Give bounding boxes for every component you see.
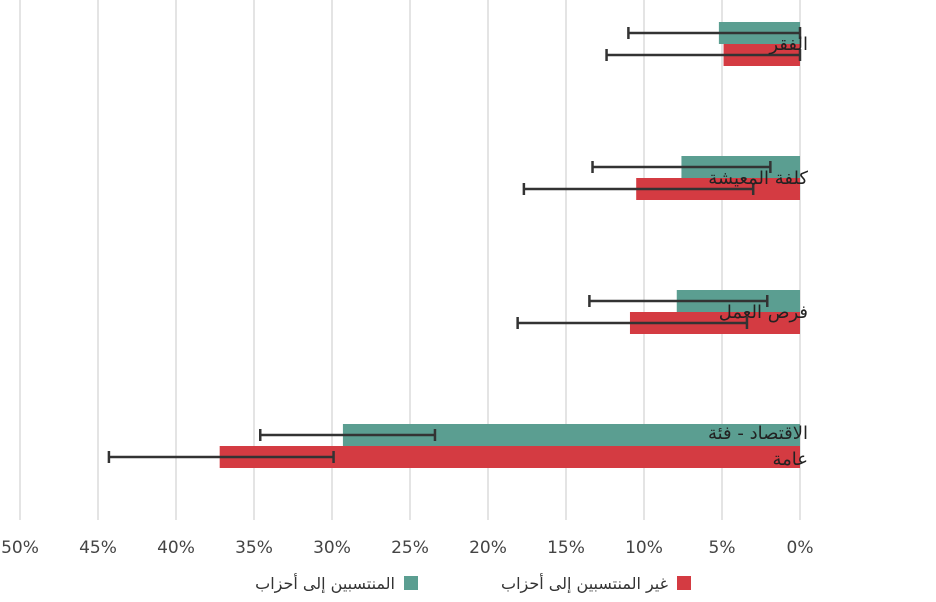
x-tick-label: 10%	[625, 538, 663, 558]
error-bar	[516, 317, 749, 329]
gridlines	[19, 0, 801, 520]
error-bar	[588, 295, 769, 307]
error-bar	[258, 429, 437, 441]
x-tick-label: 50%	[1, 538, 39, 558]
category-label: فرص العمل	[719, 302, 808, 323]
category-labels: الفقر كلفة المعيشة فرص العمل الاقتصاد - فئة…	[708, 34, 808, 470]
bars	[219, 22, 800, 468]
x-axis-tick-labels: 0% 5% 10% 15% 20% 25% 30% 35% 40% 45% 50%	[1, 538, 813, 558]
error-bar	[627, 27, 802, 39]
category-label: كلفة المعيشة	[708, 168, 808, 189]
legend-item: المنتسبين إلى أحزاب	[255, 573, 418, 594]
x-tick-label: 20%	[469, 538, 507, 558]
category-label: عامة	[772, 449, 808, 470]
x-tick-label: 40%	[157, 538, 195, 558]
legend-item: غير المنتسبين إلى أحزاب	[501, 573, 691, 594]
x-tick-label: 25%	[391, 538, 429, 558]
x-tick-label: 45%	[79, 538, 117, 558]
legend-label: المنتسبين إلى أحزاب	[255, 573, 395, 594]
x-tick-label: 30%	[313, 538, 351, 558]
error-bar	[591, 161, 772, 173]
category-label: الاقتصاد - فئة	[708, 423, 808, 444]
x-tick-label: 35%	[235, 538, 273, 558]
x-tick-label: 5%	[709, 538, 736, 558]
category-label: الفقر	[768, 34, 808, 55]
legend: غير المنتسبين إلى أحزاب المنتسبين إلى أحز…	[255, 573, 691, 594]
x-tick-label: 0%	[787, 538, 814, 558]
x-tick-label: 15%	[547, 538, 585, 558]
legend-label: غير المنتسبين إلى أحزاب	[501, 573, 668, 594]
legend-swatch	[677, 576, 691, 590]
legend-swatch	[404, 576, 418, 590]
error-bar	[522, 183, 755, 195]
error-bar	[107, 451, 335, 463]
error-bar	[605, 49, 802, 61]
bar	[219, 446, 800, 468]
bar	[342, 424, 800, 446]
error-bars	[107, 27, 802, 463]
